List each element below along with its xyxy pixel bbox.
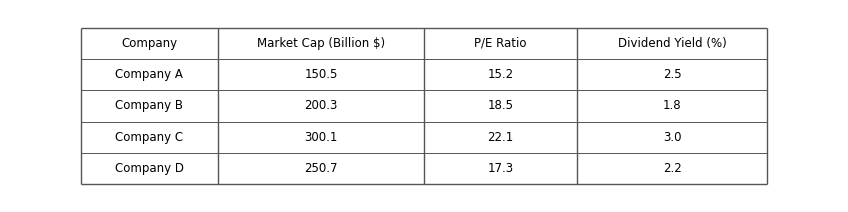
- Text: Company: Company: [121, 37, 177, 50]
- Text: Company C: Company C: [115, 131, 183, 144]
- Text: 250.7: 250.7: [304, 162, 338, 175]
- Text: Market Cap (Billion $): Market Cap (Billion $): [257, 37, 385, 50]
- Text: Dividend Yield (%): Dividend Yield (%): [617, 37, 727, 50]
- Text: 300.1: 300.1: [304, 131, 338, 144]
- Text: 17.3: 17.3: [488, 162, 513, 175]
- Text: 2.2: 2.2: [662, 162, 682, 175]
- Text: 22.1: 22.1: [488, 131, 513, 144]
- Text: 15.2: 15.2: [488, 68, 513, 81]
- Text: Company B: Company B: [115, 99, 183, 113]
- Text: 2.5: 2.5: [663, 68, 681, 81]
- Text: 18.5: 18.5: [488, 99, 513, 113]
- Text: 3.0: 3.0: [663, 131, 681, 144]
- Text: P/E Ratio: P/E Ratio: [474, 37, 527, 50]
- Text: 1.8: 1.8: [663, 99, 681, 113]
- Text: Company A: Company A: [115, 68, 183, 81]
- Text: Company D: Company D: [114, 162, 184, 175]
- Text: 200.3: 200.3: [304, 99, 338, 113]
- Text: 150.5: 150.5: [304, 68, 338, 81]
